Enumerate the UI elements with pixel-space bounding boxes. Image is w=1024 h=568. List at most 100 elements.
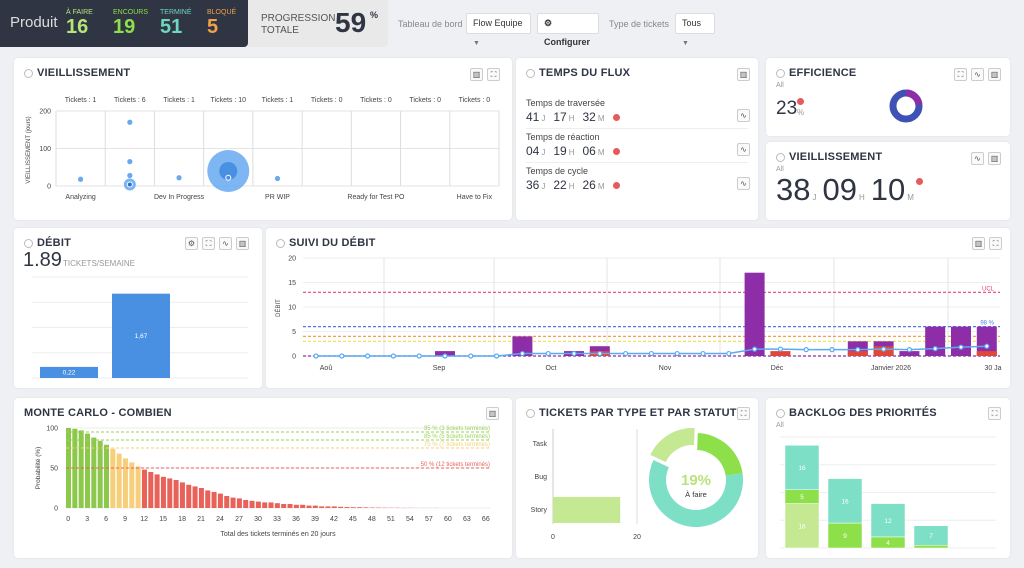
throughput-bar bbox=[951, 326, 971, 356]
progress-unit: % bbox=[370, 10, 379, 20]
fullscreen-icon[interactable]: ⛶ bbox=[487, 68, 500, 81]
unit: J bbox=[541, 114, 546, 123]
probability-bar bbox=[110, 448, 116, 508]
chart-type-icon[interactable]: ▥ bbox=[236, 237, 249, 250]
probability-bar bbox=[154, 474, 160, 508]
stat-value[interactable]: 51 bbox=[160, 16, 183, 38]
donut-label: À faire bbox=[685, 490, 707, 499]
trend-icon[interactable]: ∿ bbox=[971, 68, 984, 81]
fullscreen-icon[interactable]: ⛶ bbox=[202, 237, 215, 250]
info-icon[interactable] bbox=[276, 238, 285, 248]
category-label: Story bbox=[531, 507, 548, 514]
stat-value[interactable]: 5 bbox=[207, 16, 219, 38]
trend-icon[interactable]: ∿ bbox=[737, 109, 750, 122]
fullscreen-icon[interactable]: ⛶ bbox=[988, 407, 1001, 420]
ticket-type-select[interactable]: Tous ▼ bbox=[675, 13, 715, 47]
dashboard-value: Flow Equipe bbox=[473, 18, 523, 28]
stat-value[interactable]: 16 bbox=[66, 16, 89, 38]
average-point bbox=[545, 350, 551, 357]
tracking-title-text: SUIVI DU DÉBIT bbox=[289, 237, 376, 249]
x-tick: Nov bbox=[659, 365, 672, 372]
x-tick: 48 bbox=[368, 516, 376, 523]
info-icon[interactable] bbox=[776, 152, 785, 162]
product-summary: Produit À FAIRE 16 ENCOURS 19 TERMINÉ 51 BLOQU… bbox=[0, 0, 248, 47]
info-icon[interactable] bbox=[776, 408, 785, 418]
unit: M bbox=[597, 114, 605, 123]
unit-hours: H bbox=[858, 193, 865, 202]
info-icon[interactable] bbox=[24, 238, 33, 248]
info-icon[interactable] bbox=[24, 68, 33, 78]
probability-bar bbox=[325, 506, 331, 508]
info-icon[interactable] bbox=[776, 68, 785, 78]
y-axis-label: VIEILLISSEMENT (jours) bbox=[26, 116, 32, 183]
chart-type-icon[interactable]: ▥ bbox=[988, 68, 1001, 81]
info-icon[interactable] bbox=[526, 68, 535, 78]
probability-bar bbox=[186, 484, 192, 508]
probability-bar bbox=[129, 462, 135, 508]
unit: H bbox=[568, 148, 575, 157]
probability-bar bbox=[217, 493, 223, 508]
chart-type-icon[interactable]: ▥ bbox=[972, 237, 985, 250]
throughput-bar bbox=[925, 326, 946, 356]
efficiency-title: EFFICIENCE bbox=[776, 67, 856, 79]
probability-bar bbox=[78, 430, 84, 508]
category-label: Bug bbox=[535, 474, 548, 481]
probability-bar bbox=[287, 504, 293, 508]
aging-point bbox=[127, 172, 133, 179]
info-icon[interactable] bbox=[526, 408, 535, 418]
probability-bar bbox=[141, 469, 147, 508]
x-tick: 3 bbox=[85, 516, 89, 523]
stat-label: TERMINÉ bbox=[160, 9, 192, 16]
y-tick: 0 bbox=[292, 354, 296, 361]
probability-bar bbox=[179, 482, 185, 508]
chart-type-icon[interactable]: ▥ bbox=[486, 407, 499, 420]
x-tick: Déc bbox=[771, 365, 784, 372]
fullscreen-icon[interactable]: ⛶ bbox=[954, 68, 967, 81]
average-point bbox=[339, 353, 345, 359]
efficiency-title-text: EFFICIENCE bbox=[789, 67, 857, 79]
dashboard-label: Tableau de bord bbox=[398, 19, 463, 29]
throughput-title: DÉBIT bbox=[24, 237, 71, 249]
donut-segment bbox=[649, 459, 743, 527]
dashboard-select[interactable]: Flow Equipe ▼ bbox=[466, 13, 531, 47]
probability-bar bbox=[97, 440, 103, 508]
probability-bar bbox=[122, 458, 128, 508]
x-tick: 63 bbox=[463, 516, 471, 523]
flow-metric-value: 04 J 19 H 06 M bbox=[526, 144, 620, 158]
chart-type-icon[interactable]: ▥ bbox=[470, 68, 483, 81]
probability-bar bbox=[91, 437, 97, 508]
y-tick: 20 bbox=[288, 256, 296, 263]
configure-button[interactable]: ⚙ Configurer bbox=[537, 13, 599, 47]
probability-bar bbox=[72, 428, 78, 508]
average-point bbox=[597, 350, 603, 357]
trend-icon[interactable]: ∿ bbox=[737, 177, 750, 190]
ticket-count: Tickets : 1 bbox=[65, 97, 97, 104]
alert-dot bbox=[612, 182, 620, 189]
minutes: 06 bbox=[582, 144, 596, 158]
probability-bar bbox=[300, 504, 306, 508]
stat-value[interactable]: 19 bbox=[113, 16, 136, 38]
trend-icon[interactable]: ∿ bbox=[219, 237, 232, 250]
average-point bbox=[519, 350, 525, 357]
backlog-scope: All bbox=[776, 422, 784, 429]
ticket-count: Tickets : 1 bbox=[262, 97, 294, 104]
unit: M bbox=[597, 148, 605, 157]
ticket-type-label: Type de tickets bbox=[609, 19, 670, 29]
probability-bar bbox=[363, 507, 369, 508]
progress-panel: PROGRESSION TOTALE 59 % bbox=[248, 0, 388, 47]
trend-icon[interactable]: ∿ bbox=[971, 152, 984, 165]
settings-icon[interactable]: ⚙ bbox=[185, 237, 198, 250]
chart-type-icon[interactable]: ▥ bbox=[988, 152, 1001, 165]
trend-icon[interactable]: ∿ bbox=[737, 143, 750, 156]
chart-type-icon[interactable]: ▥ bbox=[737, 68, 750, 81]
x-tick: Aoû bbox=[320, 365, 333, 372]
threshold-label: 75 % (7 tickets terminés) bbox=[424, 442, 490, 448]
average-point bbox=[364, 353, 371, 359]
throughput-value: 1.89 bbox=[23, 249, 62, 271]
backlog-chart: 16 5 16 9 16 4 12 7 bbox=[780, 436, 996, 549]
aging-point bbox=[274, 175, 281, 182]
y-axis-label: DÉBIT bbox=[275, 299, 282, 317]
fullscreen-icon[interactable]: ⛶ bbox=[737, 407, 750, 420]
hours: 19 bbox=[553, 144, 567, 158]
fullscreen-icon[interactable]: ⛶ bbox=[989, 237, 1002, 250]
